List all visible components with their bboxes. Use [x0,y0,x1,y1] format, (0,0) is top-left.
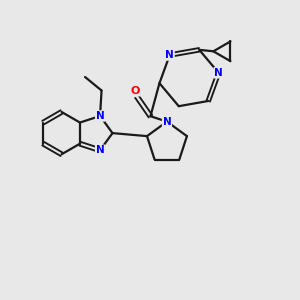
Text: N: N [96,111,104,121]
Text: N: N [165,50,174,60]
Text: O: O [131,86,140,96]
Text: N: N [163,117,171,127]
Text: N: N [96,145,104,155]
Text: N: N [214,68,223,78]
